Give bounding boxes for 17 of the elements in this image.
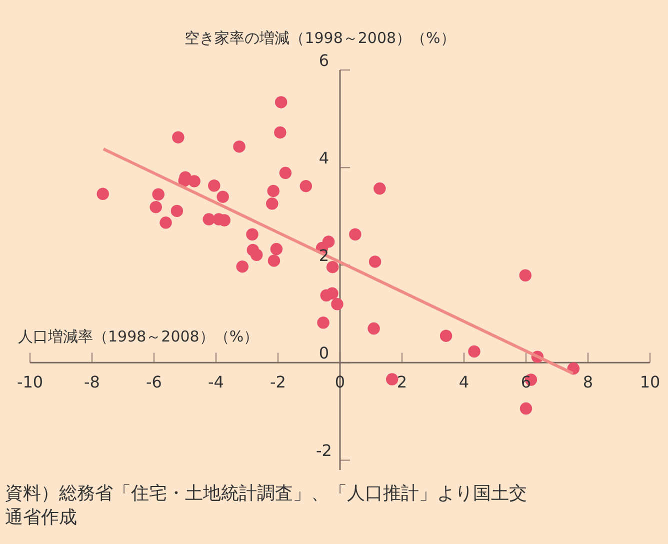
x-axis-title: 人口増減率（1998～2008）（%） (18, 328, 259, 346)
y-tick-label: 4 (318, 148, 330, 168)
y-tick-label: 6 (318, 51, 330, 70)
x-tick-label: -6 (146, 372, 162, 392)
x-tick-label: 2 (396, 372, 408, 392)
x-tick-label: -2 (270, 372, 286, 392)
y-tick-label: 0 (318, 344, 330, 363)
x-tick-label: 8 (582, 372, 594, 392)
y-tick-label: 2 (318, 246, 330, 266)
x-tick-label: -4 (208, 372, 224, 392)
y-tick-label: -2 (316, 441, 332, 460)
x-tick-label: 4 (458, 372, 470, 392)
text: 資料）総務省「住宅・土地統計調査」、「人口推計」より国土交通省作成 (4, 482, 527, 528)
x-tick-label: -8 (84, 372, 100, 392)
x-tick-label: -10 (16, 372, 44, 392)
x-tick-label: 10 (640, 372, 660, 392)
y-axis-title: 空き家率の増減（1998～2008）（%） (184, 29, 456, 47)
